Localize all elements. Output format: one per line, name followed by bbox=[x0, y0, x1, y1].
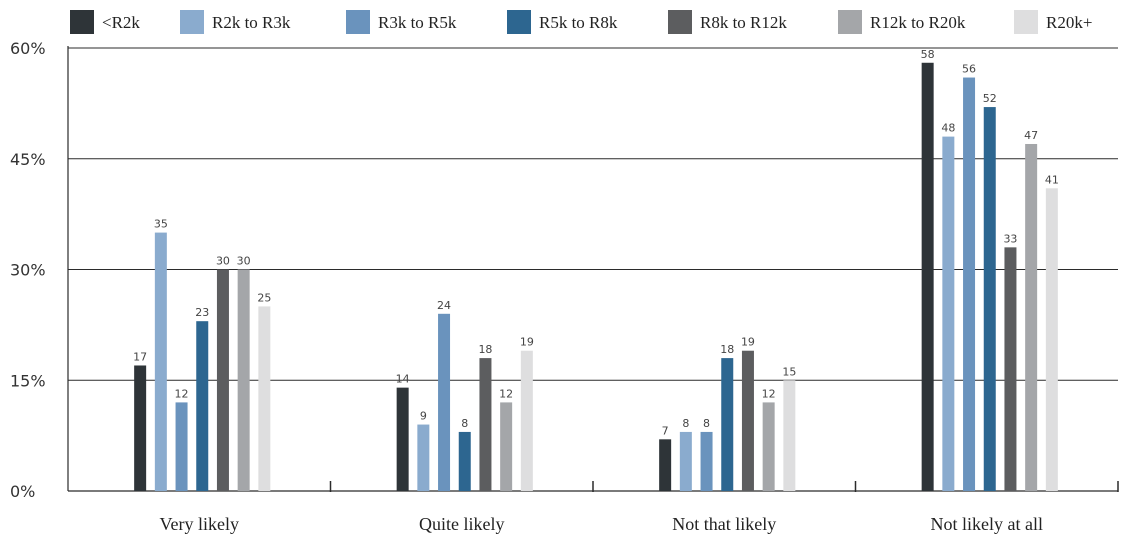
bar bbox=[942, 136, 955, 491]
data-label: 8 bbox=[682, 417, 689, 430]
legend-label: R12k to R20k bbox=[870, 13, 966, 32]
data-label: 19 bbox=[520, 336, 534, 349]
data-label: 7 bbox=[662, 424, 669, 437]
data-label: 30 bbox=[216, 255, 230, 268]
bar bbox=[741, 350, 754, 491]
bar bbox=[983, 107, 996, 492]
legend-item: <R2k bbox=[70, 10, 140, 34]
data-label: 33 bbox=[1003, 232, 1017, 245]
data-label: 12 bbox=[499, 387, 513, 400]
bar bbox=[175, 402, 188, 491]
legend-swatch bbox=[838, 10, 862, 34]
bar-group: 17 35 12 23 30 30 25 bbox=[133, 218, 271, 492]
bar-group: 58 48 56 52 33 47 41 bbox=[921, 48, 1059, 492]
legend-swatch bbox=[668, 10, 692, 34]
bar bbox=[1025, 143, 1038, 491]
data-label: 58 bbox=[921, 48, 935, 61]
legend-item: R20k+ bbox=[1014, 10, 1092, 34]
bar bbox=[196, 321, 209, 491]
x-tick-label: Not likely at all bbox=[931, 514, 1043, 534]
data-label: 25 bbox=[257, 291, 271, 304]
data-label: 18 bbox=[720, 343, 734, 356]
bar bbox=[258, 306, 271, 491]
legend-label: R5k to R8k bbox=[539, 13, 618, 32]
bar bbox=[216, 269, 229, 491]
data-label: 41 bbox=[1045, 173, 1059, 186]
bar bbox=[520, 350, 533, 491]
y-tick-label: 30% bbox=[10, 261, 46, 280]
data-label: 30 bbox=[237, 255, 251, 268]
bar bbox=[500, 402, 513, 491]
legend-label: R8k to R12k bbox=[700, 13, 787, 32]
bar bbox=[721, 358, 734, 491]
bar bbox=[700, 431, 713, 491]
data-label: 8 bbox=[703, 417, 710, 430]
data-label: 56 bbox=[962, 63, 976, 76]
legend-label: <R2k bbox=[102, 13, 140, 32]
legend-swatch bbox=[1014, 10, 1038, 34]
bar bbox=[1045, 188, 1058, 492]
data-label: 52 bbox=[983, 92, 997, 105]
legend-swatch bbox=[346, 10, 370, 34]
bar bbox=[963, 77, 976, 492]
bar bbox=[479, 358, 492, 491]
data-label: 47 bbox=[1024, 129, 1038, 142]
data-label: 8 bbox=[461, 417, 468, 430]
y-tick-label: 60% bbox=[10, 39, 46, 58]
data-label: 48 bbox=[941, 122, 955, 135]
bar bbox=[237, 269, 250, 491]
bar bbox=[154, 232, 167, 492]
bar bbox=[1004, 247, 1017, 491]
data-label: 12 bbox=[175, 387, 189, 400]
legend: <R2k R2k to R3k R3k to R5k R5k to R8k R8k to… bbox=[70, 10, 1092, 34]
legend-item: R5k to R8k bbox=[507, 10, 618, 34]
data-label: 35 bbox=[154, 218, 168, 231]
legend-swatch bbox=[180, 10, 204, 34]
bar bbox=[438, 313, 451, 491]
y-tick-label: 45% bbox=[10, 150, 46, 169]
y-tick-label: 15% bbox=[10, 371, 46, 390]
data-label: 23 bbox=[195, 306, 209, 319]
bar bbox=[396, 387, 409, 491]
legend-item: R12k to R20k bbox=[838, 10, 966, 34]
data-label: 18 bbox=[478, 343, 492, 356]
legend-label: R2k to R3k bbox=[212, 13, 291, 32]
x-tick-label: Quite likely bbox=[419, 514, 504, 534]
data-label: 19 bbox=[741, 336, 755, 349]
data-label: 9 bbox=[420, 410, 427, 423]
data-label: 24 bbox=[437, 299, 451, 312]
bar-group: 14 9 24 8 18 12 19 bbox=[396, 299, 534, 491]
bar bbox=[783, 380, 796, 491]
legend-item: R3k to R5k bbox=[346, 10, 457, 34]
bar bbox=[679, 431, 692, 491]
data-label: 12 bbox=[762, 387, 776, 400]
bar bbox=[659, 439, 672, 491]
bar bbox=[134, 365, 147, 491]
bar bbox=[458, 431, 471, 491]
x-tick-label: Very likely bbox=[160, 514, 239, 534]
y-tick-label: 0% bbox=[10, 482, 35, 501]
legend-swatch bbox=[70, 10, 94, 34]
data-label: 17 bbox=[133, 350, 147, 363]
legend-item: R8k to R12k bbox=[668, 10, 787, 34]
legend-label: R20k+ bbox=[1046, 13, 1092, 32]
bar bbox=[417, 424, 430, 491]
data-label: 15 bbox=[782, 365, 796, 378]
bar bbox=[762, 402, 775, 491]
legend-item: R2k to R3k bbox=[180, 10, 291, 34]
legend-swatch bbox=[507, 10, 531, 34]
data-label: 14 bbox=[396, 373, 410, 386]
x-tick-label: Not that likely bbox=[672, 514, 776, 534]
bar bbox=[921, 62, 934, 492]
legend-label: R3k to R5k bbox=[378, 13, 457, 32]
